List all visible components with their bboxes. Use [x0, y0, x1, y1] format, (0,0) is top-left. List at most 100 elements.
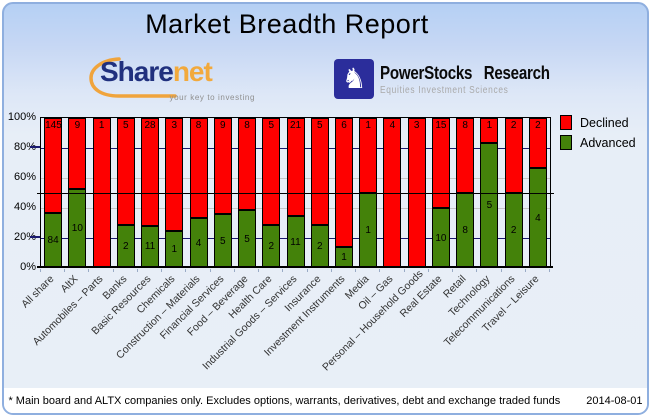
bar-declined-value: 3: [413, 120, 420, 131]
x-axis-tick: [64, 269, 66, 272]
bar-declined-segment: 9: [213, 118, 232, 215]
bar-advanced-segment: 5: [238, 210, 257, 268]
bar-declined-value: 15: [435, 120, 447, 131]
bar-advanced-segment: 2: [310, 225, 329, 268]
legend-item-advanced: Advanced: [560, 135, 636, 150]
legend-swatch-declined: [560, 115, 572, 130]
bar-declined-value: 9: [220, 120, 226, 131]
bar-advanced-value: 5: [244, 233, 250, 245]
x-axis-tick: [282, 269, 284, 272]
y-axis-label: 40%: [13, 201, 36, 213]
bar-declined-segment: 1: [480, 118, 499, 143]
bar-advanced-value: 5: [486, 200, 493, 211]
x-axis-tick: [306, 269, 308, 272]
bar-advanced-value: 1: [171, 243, 178, 255]
knight-icon: ♞: [334, 59, 374, 99]
x-axis-tick: [403, 269, 405, 272]
report-card: Market Breadth Report Sharenet your key …: [2, 2, 649, 415]
bar-declined-value: 8: [195, 120, 202, 131]
bar-declined-value: 5: [123, 120, 129, 131]
bar-declined-segment: 15: [431, 118, 450, 208]
powerstocks-texts: PowerStocks Research Equities Investment…: [380, 63, 550, 96]
bar-advanced-value: 1: [341, 251, 347, 263]
bar-declined-segment: 145: [44, 118, 63, 213]
bar-advanced-segment: 2: [262, 225, 281, 268]
bar-declined-segment: 2: [528, 118, 547, 168]
bar-2: 9 10: [68, 118, 87, 268]
bar-declined-value: 1: [365, 120, 371, 131]
bar-advanced-segment: 2: [504, 193, 523, 268]
bar-advanced-segment: 2: [116, 225, 135, 268]
x-axis-tick: [161, 269, 163, 272]
bar-advanced-segment: 4: [189, 218, 208, 268]
bar-advanced-segment: 10: [68, 189, 87, 268]
x-axis-tick: [136, 269, 138, 272]
bar-advanced-segment: 1: [165, 230, 184, 268]
bar-advanced-segment: 8: [456, 193, 475, 268]
bar-1: 145 84: [44, 118, 63, 268]
bar-17: 15 10: [431, 118, 450, 268]
bar-declined-value: 145: [45, 120, 62, 131]
y-axis-label: 20%: [13, 231, 36, 243]
bar-advanced-segment: 1: [334, 246, 353, 268]
y-axis-major-tick: [30, 146, 40, 148]
x-axis-tick: [258, 269, 260, 272]
bar-advanced-value: 10: [435, 232, 447, 244]
powerstocks-logo: ♞ PowerStocks Research Equities Investme…: [334, 55, 550, 103]
bar-declined-segment: 5: [116, 118, 135, 226]
bar-declined-segment: 9: [68, 118, 87, 190]
bar-11: 21 11: [286, 118, 305, 268]
bar-declined-segment: 1: [359, 118, 378, 193]
bar-declined-value: 28: [144, 120, 156, 131]
bar-declined-value: 5: [268, 120, 275, 131]
bar-advanced-value: 2: [316, 241, 323, 253]
bar-declined-value: 3: [171, 120, 178, 131]
bar-declined-value: 6: [341, 120, 347, 131]
bar-declined-segment: 3: [165, 118, 184, 231]
sharenet-word-share: Share: [100, 56, 174, 87]
bar-advanced-segment: 10: [431, 208, 450, 268]
bar-declined-value: 2: [535, 120, 541, 131]
bar-declined-value: 2: [510, 120, 517, 131]
bar-declined-segment: 2: [504, 118, 523, 193]
bar-declined-segment: 8: [189, 118, 208, 218]
x-axis-tick: [379, 269, 381, 272]
legend-swatch-advanced: [560, 135, 572, 150]
fifty-percent-reference-line: [37, 193, 554, 194]
footer-note: * Main board and ALTX companies only. Ex…: [8, 394, 561, 407]
x-axis-tick: [209, 269, 211, 272]
x-axis-tick: [185, 269, 187, 272]
bar-declined-value: 8: [462, 120, 468, 131]
bar-declined-segment: 5: [262, 118, 281, 226]
x-axis-tick: [233, 269, 235, 272]
bar-declined-value: 9: [74, 120, 81, 131]
bar-advanced-value: 4: [195, 237, 202, 249]
y-axis-major-tick: [30, 236, 40, 238]
page-title: Market Breadth Report: [145, 9, 429, 39]
x-axis-tick: [427, 269, 429, 272]
bar-declined-value: 1: [486, 120, 493, 131]
footer-bar: * Main board and ALTX companies only. Ex…: [4, 388, 647, 413]
x-axis-tick: [524, 269, 526, 272]
bar-declined-value: 4: [389, 120, 396, 131]
bar-declined-value: 5: [316, 120, 323, 131]
bar-declined-segment: 28: [141, 118, 160, 226]
x-axis-tick: [112, 269, 114, 272]
bar-advanced-value: 84: [47, 234, 59, 246]
bar-advanced-value: 2: [510, 225, 517, 236]
y-axis-label: 100%: [7, 111, 36, 123]
bar-declined-segment: 6: [334, 118, 353, 247]
chart-legend: Declined Advanced: [560, 115, 636, 155]
sharenet-word-net: net: [172, 56, 213, 87]
bar-advanced-value: 4: [535, 212, 541, 224]
bar-advanced-segment: 11: [286, 216, 305, 268]
sharenet-logo: Sharenet your key to investing: [87, 56, 255, 104]
bar-declined-segment: 8: [456, 118, 475, 193]
bar-5: 28 11: [141, 118, 160, 268]
bar-advanced-value: 8: [462, 225, 468, 236]
